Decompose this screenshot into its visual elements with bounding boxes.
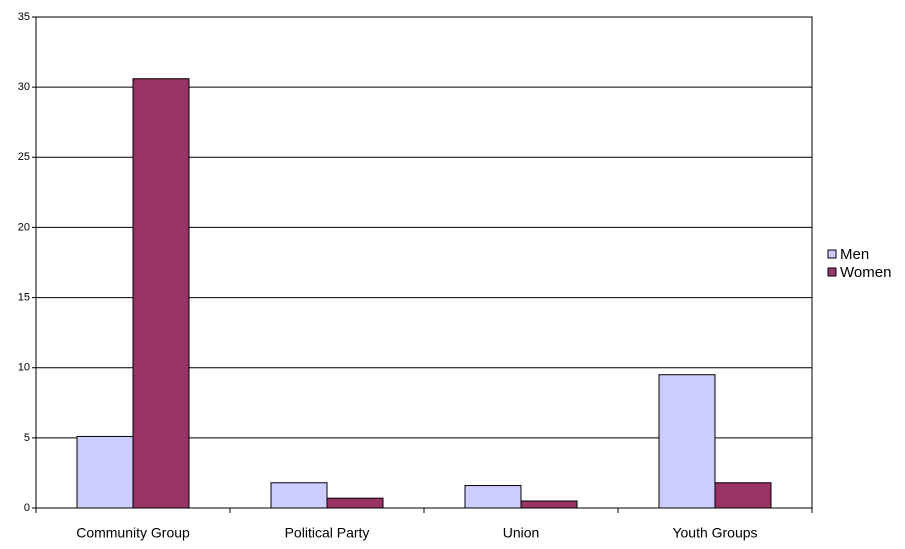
y-tick-label: 35 bbox=[18, 11, 30, 23]
bar bbox=[520, 500, 578, 509]
bar bbox=[658, 374, 716, 509]
bar bbox=[326, 497, 384, 509]
legend-label: Men bbox=[840, 246, 869, 263]
y-tick-label: 20 bbox=[18, 221, 30, 233]
legend-swatch bbox=[827, 267, 837, 277]
x-tick-label: Political Party bbox=[285, 525, 370, 541]
x-tick-label: Union bbox=[503, 525, 540, 541]
legend-swatch bbox=[827, 249, 837, 259]
y-tick-label: 25 bbox=[18, 151, 30, 163]
bar bbox=[714, 482, 772, 509]
bar bbox=[270, 482, 328, 509]
y-tick-label: 30 bbox=[18, 81, 30, 93]
y-tick-label: 0 bbox=[24, 502, 30, 514]
y-tick-label: 5 bbox=[24, 432, 30, 444]
y-tick-label: 15 bbox=[18, 291, 30, 303]
bar bbox=[132, 78, 190, 509]
legend-label: Women bbox=[840, 264, 891, 281]
bar bbox=[464, 485, 522, 509]
x-tick-label: Youth Groups bbox=[672, 525, 757, 541]
x-tick-label: Community Group bbox=[76, 525, 190, 541]
y-tick-label: 10 bbox=[18, 362, 30, 374]
bar bbox=[76, 435, 134, 509]
